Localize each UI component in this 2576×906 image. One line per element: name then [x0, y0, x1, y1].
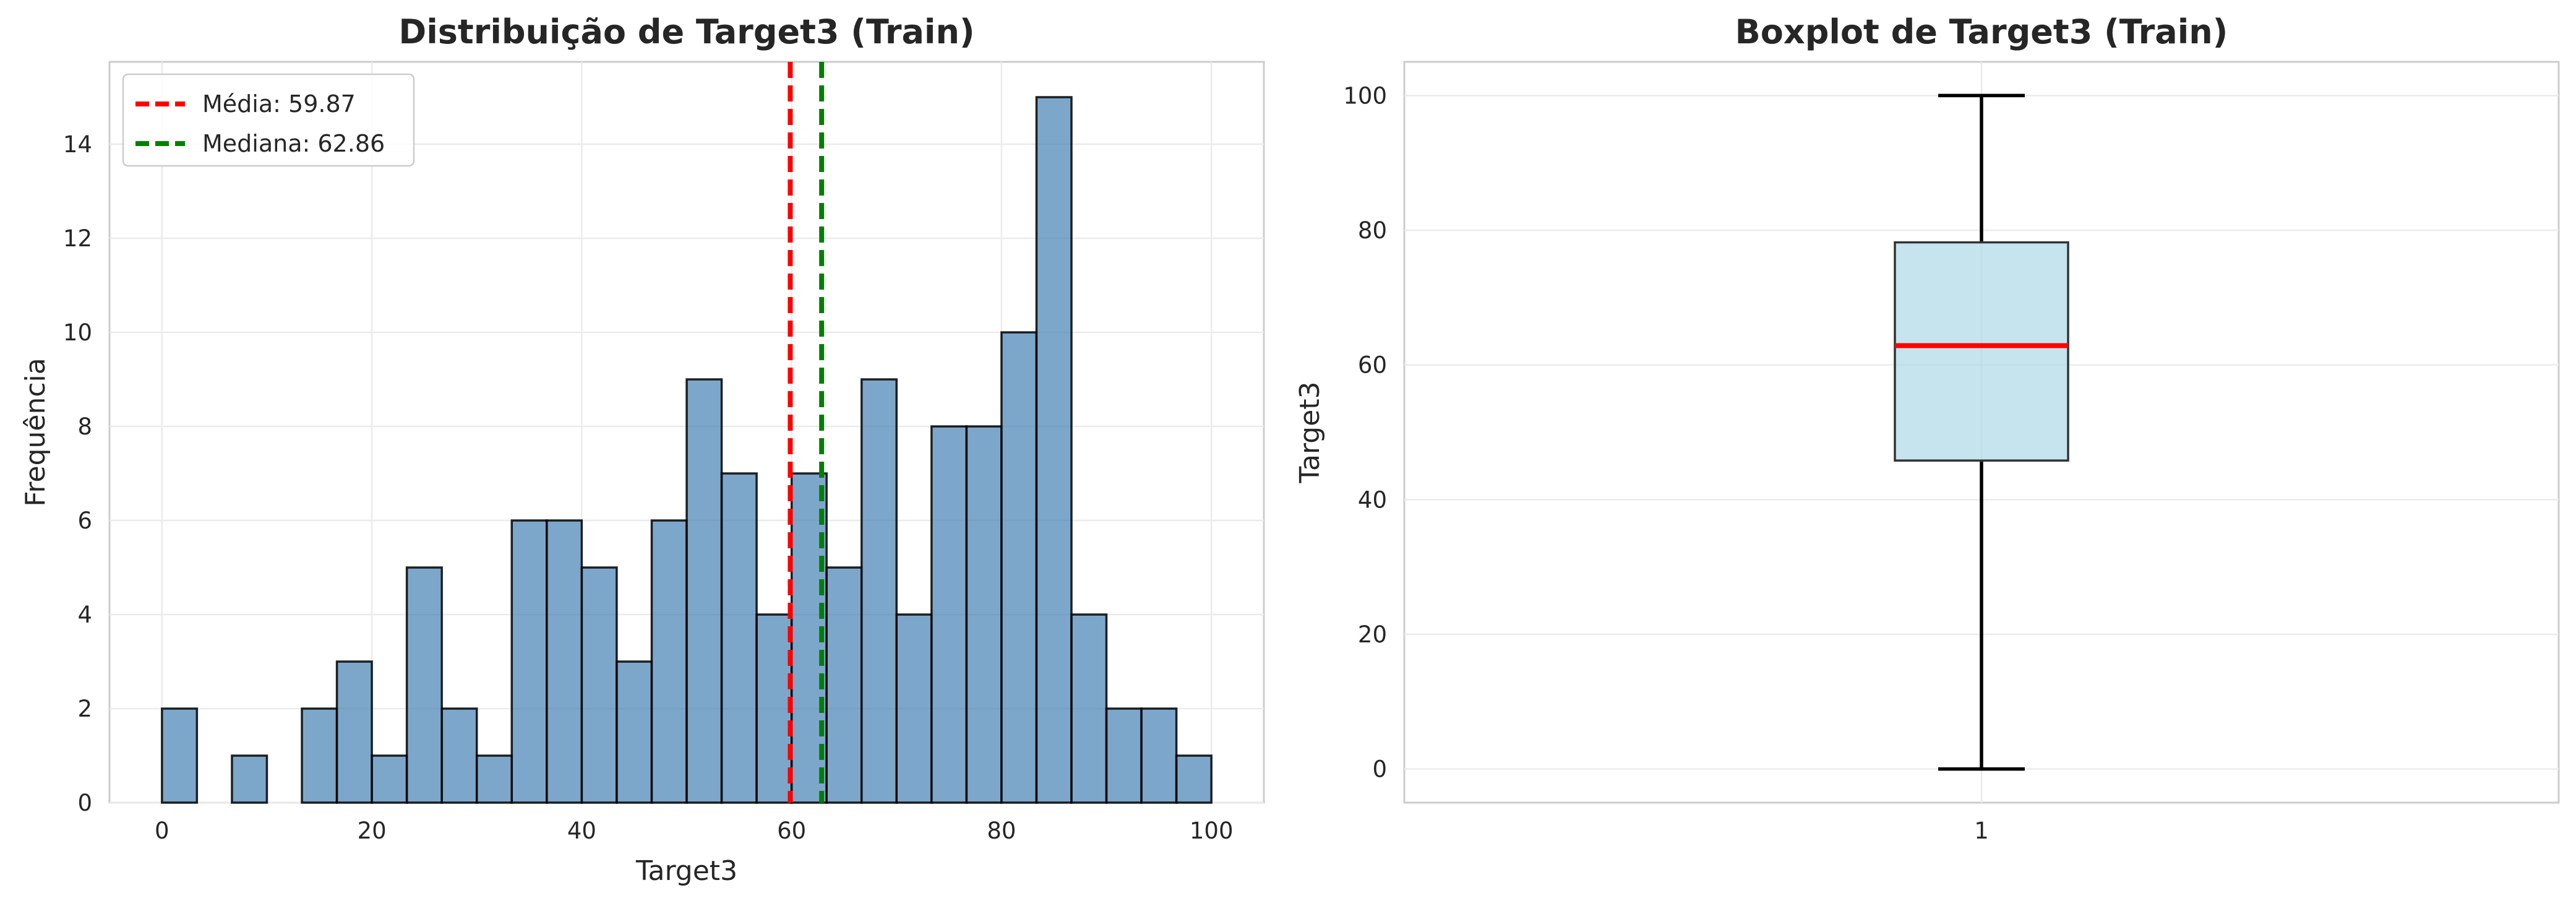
y-tick-label: 100 [1343, 82, 1387, 109]
histogram-y-axis-label: Frequência [20, 358, 51, 506]
histogram-bar [755, 613, 793, 804]
legend-label-median: Mediana: 62.86 [202, 130, 385, 157]
x-tick-label: 0 [155, 818, 170, 844]
histogram-bar [510, 519, 548, 804]
histogram-bar [335, 660, 373, 804]
histogram-bar [895, 613, 933, 804]
y-tick-label: 0 [77, 790, 92, 816]
x-tick-label: 100 [1190, 818, 1234, 844]
y-tick-label: 40 [1358, 486, 1387, 513]
y-tick-label: 60 [1358, 352, 1387, 379]
boxplot-marks [1894, 93, 2069, 771]
iqr-box [1894, 241, 2069, 462]
x-tick-label: 80 [987, 818, 1016, 844]
histogram-bar [580, 566, 618, 804]
histogram-bar [650, 519, 688, 804]
x-tick-label: 1 [1974, 818, 1989, 844]
x-tick-label: 20 [358, 818, 387, 844]
histogram-bar [405, 566, 443, 804]
histogram-bar [1140, 707, 1178, 804]
legend-box [122, 73, 415, 167]
histogram-bar [1105, 707, 1143, 804]
y-tick-label: 10 [63, 319, 92, 346]
histogram-x-axis-label: Target3 [635, 855, 737, 887]
histogram-bar [475, 754, 513, 804]
boxplot-tick-labels: 0 20 40 60 80 100 1 [1343, 82, 1988, 844]
legend-label-mean: Média: 59.87 [202, 90, 356, 118]
histogram-bar [930, 425, 968, 804]
y-tick-label: 4 [77, 602, 92, 628]
histogram-bar [161, 707, 199, 804]
histogram-bar [1175, 754, 1213, 804]
y-tick-label: 20 [1358, 621, 1387, 648]
histogram-bar [616, 660, 653, 804]
y-tick-label: 12 [63, 225, 92, 252]
histogram-panel: 0 20 40 60 80 100 0 2 4 6 8 10 12 14 Distribuição de … [20, 12, 1265, 887]
histogram-bar [546, 519, 583, 804]
y-tick-label: 6 [77, 507, 92, 534]
histogram-bar [965, 425, 1003, 804]
histogram-bar [371, 754, 408, 804]
histogram-bar [301, 707, 338, 804]
histogram-bar [860, 378, 898, 804]
histogram-legend: Média: 59.87 Mediana: 62.86 [122, 73, 415, 167]
histogram-bar [231, 754, 268, 804]
histogram-reference-lines [788, 62, 825, 803]
histogram-bar [1070, 613, 1108, 804]
y-tick-label: 80 [1358, 217, 1387, 244]
histogram-bar [720, 472, 758, 804]
histogram-bars [161, 96, 1213, 804]
x-tick-label: 40 [567, 818, 596, 844]
histogram-bar [1035, 96, 1073, 804]
histogram-bar [825, 566, 863, 804]
y-tick-label: 8 [77, 413, 92, 440]
histogram-bar [1000, 331, 1038, 804]
histogram-bar [440, 707, 478, 804]
y-tick-label: 0 [1372, 756, 1387, 783]
histogram-title: Distribuição de Target3 (Train) [398, 12, 974, 51]
boxplot-title: Boxplot de Target3 (Train) [1735, 12, 2228, 51]
histogram-bar [685, 378, 723, 804]
boxplot-panel: 0 20 40 60 80 100 1 Boxplot de Target3 (Train)… [1294, 12, 2560, 844]
x-tick-label: 60 [777, 818, 806, 844]
y-tick-label: 14 [63, 131, 92, 158]
histogram-tick-labels: 0 20 40 60 80 100 0 2 4 6 8 10 12 14 [63, 131, 1234, 844]
y-tick-label: 2 [77, 696, 92, 722]
boxplot-y-axis-label: Target3 [1294, 381, 1326, 483]
